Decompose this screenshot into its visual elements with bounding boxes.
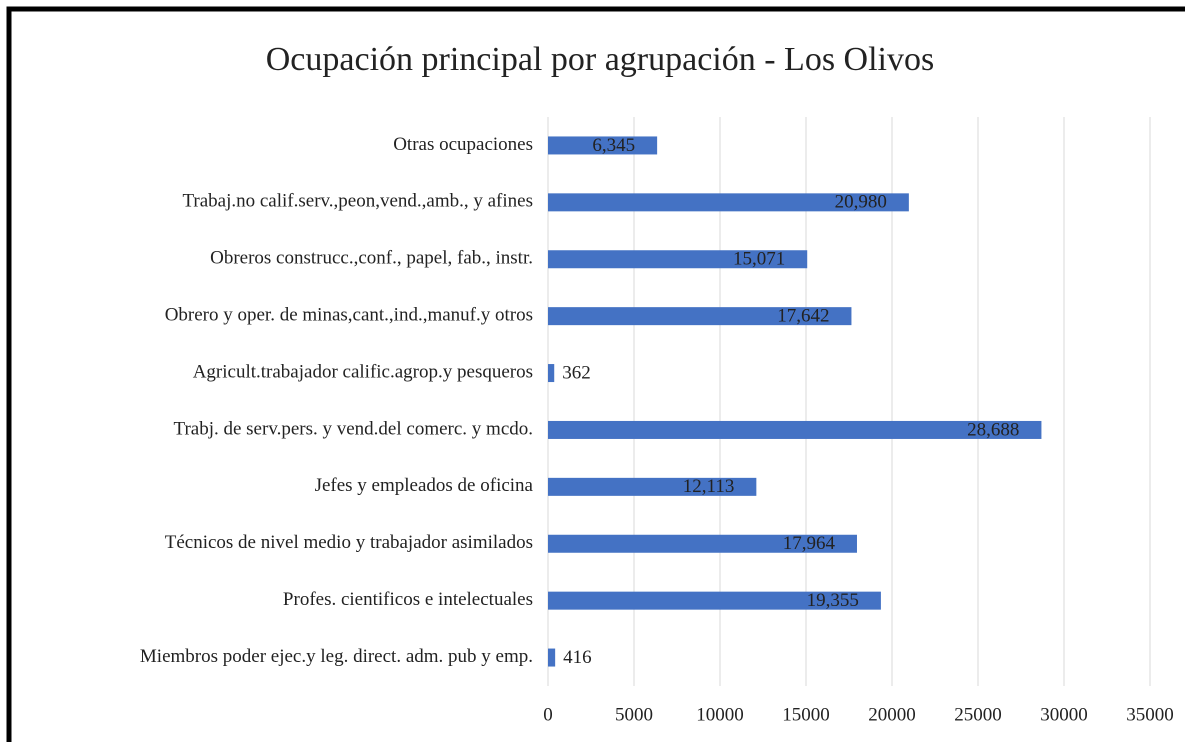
- x-tick-label: 25000: [954, 704, 1002, 725]
- bar: [548, 136, 658, 155]
- x-tick-label: 10000: [696, 704, 744, 725]
- y-tick-label: Miembros poder ejec.y leg. direct. adm. …: [140, 646, 533, 667]
- bar: [548, 364, 555, 383]
- y-tick-label: Trabj. de serv.pers. y vend.del comerc. …: [174, 418, 534, 439]
- bar: [548, 534, 857, 553]
- y-tick-label: Jefes y empleados de oficina: [315, 475, 534, 496]
- bar: [548, 648, 556, 667]
- bar: [548, 591, 881, 610]
- y-tick-label: Trabaj.no calif.serv.,peon,vend.,amb., y…: [182, 191, 533, 212]
- bar: [548, 420, 1042, 439]
- chart-title: Ocupación principal por agrupación - Los…: [266, 41, 934, 78]
- x-tick-label: 20000: [868, 704, 916, 725]
- y-tick-label: Otras ocupaciones: [393, 134, 533, 155]
- data-label: 12,113: [683, 476, 735, 497]
- data-label: 416: [563, 647, 592, 668]
- bar: [548, 307, 852, 326]
- x-tick-label: 15000: [782, 704, 830, 725]
- bar: [548, 193, 909, 212]
- data-label: 28,688: [967, 419, 1019, 440]
- bar: [548, 477, 757, 496]
- data-label: 17,964: [783, 533, 836, 554]
- y-tick-label: Obreros construcc.,conf., papel, fab., i…: [210, 248, 533, 269]
- data-label: 17,642: [777, 306, 829, 327]
- data-label: 20,980: [835, 192, 887, 213]
- y-tick-label: Técnicos de nivel medio y trabajador asi…: [165, 532, 533, 553]
- data-label: 19,355: [807, 590, 859, 611]
- data-label: 6,345: [592, 135, 635, 156]
- data-label: 15,071: [733, 249, 785, 270]
- x-tick-label: 0: [543, 704, 553, 725]
- data-label: 362: [562, 362, 591, 383]
- bar: [548, 250, 808, 269]
- y-tick-label: Agricult.trabajador calific.agrop.y pesq…: [193, 361, 533, 382]
- x-tick-label: 5000: [615, 704, 653, 725]
- y-tick-label: Profes. cientificos e intelectuales: [283, 589, 533, 610]
- x-tick-label: 35000: [1126, 704, 1174, 725]
- chart-border: [6, 6, 1185, 742]
- x-tick-label: 30000: [1040, 704, 1088, 725]
- y-tick-label: Obrero y oper. de minas,cant.,ind.,manuf…: [165, 305, 533, 326]
